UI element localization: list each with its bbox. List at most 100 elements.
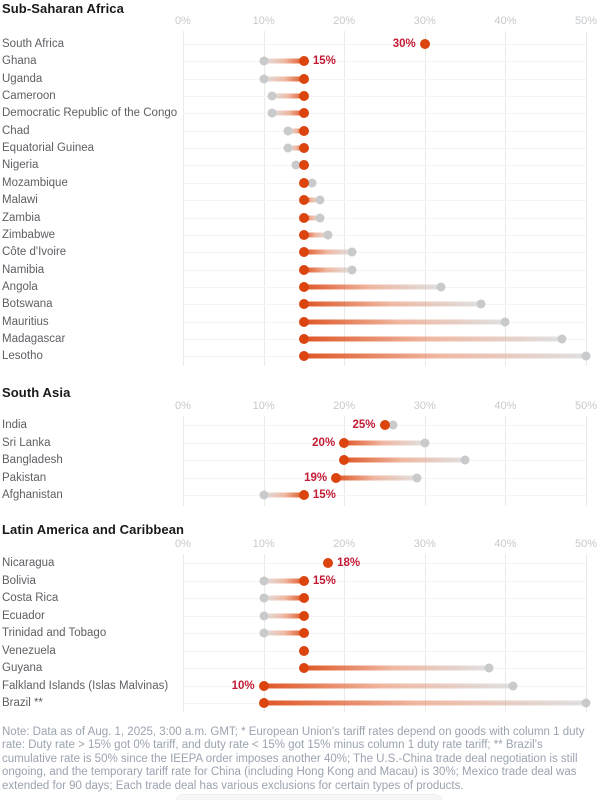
row-guideline [183,78,586,80]
country-label: Malawi [2,194,38,207]
row-guideline [183,580,586,582]
new-rate-dot [298,91,309,102]
country-label: Nicaragua [2,557,55,569]
axis-tick-label: 30% [413,400,436,412]
old-rate-dot [283,143,293,153]
rate-change-connector [263,630,304,636]
row-guideline [183,96,586,98]
old-rate-dot [259,593,269,603]
axis-tick-label: 50% [574,538,598,550]
row-guideline [183,598,586,599]
rate-value-label: 15% [312,574,336,587]
country-label: Costa Rica [2,592,59,604]
new-rate-dot [339,437,350,448]
country-label: South Africa [2,38,65,50]
new-rate-dot [298,351,309,362]
new-rate-dot [298,229,309,240]
old-rate-dot [476,299,486,309]
old-rate-dot [484,663,494,673]
new-rate-dot [298,575,309,586]
country-label: Côte d'Ivoire [2,246,67,259]
rate-change-connector [303,284,441,290]
country-label: Afghanistan [2,489,63,501]
country-label: Mozambique [2,176,68,189]
rate-value-label: 15% [312,489,336,501]
row-guideline [183,217,586,219]
axis-tick-label: 50% [574,15,598,27]
old-rate-dot [307,178,317,188]
section-title: South Asia [2,385,71,400]
row-guideline [183,650,586,652]
country-label: Sri Lanka [2,436,51,449]
new-rate-dot [379,420,390,430]
axis-gridline [263,31,265,366]
old-rate-dot [267,91,277,101]
axis-gridline [263,416,265,506]
new-rate-dot [298,160,309,171]
rate-change-connector [303,232,329,238]
country-label: Brazil ** [2,697,43,709]
axis-tick-label: 20% [333,400,356,412]
country-label: Zambia [2,211,41,224]
rate-change-connector [263,683,514,688]
new-rate-dot [298,333,309,344]
rate-change-connector [303,319,506,325]
rate-change-connector [287,128,304,134]
new-rate-dot [298,125,309,136]
row-guideline [183,182,586,184]
new-rate-dot [298,247,309,258]
old-rate-dot [436,282,446,292]
old-rate-dot [347,265,357,275]
rate-change-connector [263,578,304,583]
new-rate-dot [298,177,309,188]
new-rate-dot [298,610,309,621]
rate-change-connector [344,440,425,445]
country-label: Bangladesh [2,454,63,466]
new-rate-dot [339,455,350,465]
section-title: Latin America and Caribbean [2,522,185,537]
axis-tick-label: 0% [175,400,191,412]
axis-tick-label: 50% [574,400,598,412]
show-more-button[interactable] [175,794,443,800]
rate-change-connector [271,93,304,99]
axis-gridline [586,416,587,506]
old-rate-dot [291,160,301,170]
new-rate-dot [298,490,309,500]
new-rate-dot [298,299,309,310]
rate-change-connector [303,249,353,255]
country-label: Bolivia [2,574,36,587]
rate-change-connector [263,76,304,82]
old-rate-dot [347,247,357,257]
row-guideline [183,252,586,254]
axis-tick-label: 40% [494,538,517,550]
rate-change-connector [263,492,304,498]
rate-value-label: 15% [312,55,336,68]
new-rate-dot [331,472,342,483]
country-label: Angola [2,280,38,293]
axis-tick-label: 0% [175,538,191,550]
new-rate-dot [258,698,269,708]
old-rate-dot [315,213,325,222]
rate-change-connector [303,353,586,359]
country-label: Pakistan [2,471,47,484]
old-rate-dot [557,334,567,344]
rate-value-label: 25% [352,419,376,431]
country-label: Equatorial Guinea [2,142,95,155]
axis-gridline [586,31,587,366]
country-label: Guyana [2,662,43,674]
country-label: Cameroon [2,90,56,103]
country-label: Botswana [2,298,53,311]
rate-change-connector [303,267,353,273]
old-rate-dot [420,438,430,447]
rate-change-connector [336,475,417,480]
row-guideline [183,148,586,150]
country-label: Madagascar [2,332,66,345]
row-guideline [183,234,586,236]
country-label: Democratic Republic of the Congo [2,107,178,120]
axis-tick-label: 20% [333,538,356,550]
old-rate-dot [460,455,470,465]
rate-value-label: 19% [304,471,328,484]
old-rate-dot [388,420,398,430]
old-rate-dot [412,473,422,482]
old-rate-dot [259,611,269,620]
